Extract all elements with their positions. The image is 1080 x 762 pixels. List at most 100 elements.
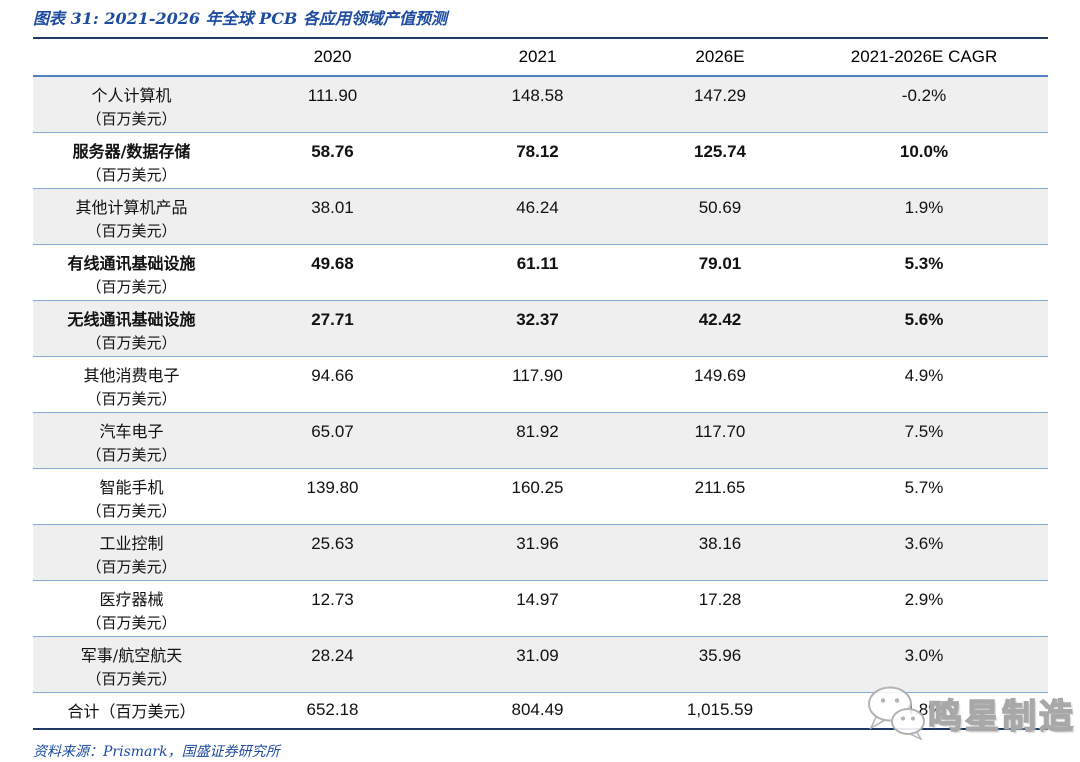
- category-unit: （百万美元）: [86, 389, 177, 408]
- value-cell: 2.9%: [904, 589, 944, 609]
- category-cell: 医疗器械 （百万美元）: [33, 580, 230, 636]
- value-cell: 78.12: [516, 141, 559, 161]
- table-row: 其他消费电子 （百万美元） 94.66 117.90 149.69 4.9%: [33, 356, 1048, 412]
- value-cell: 10.0%: [899, 141, 949, 161]
- table-row: 智能手机 （百万美元） 139.80 160.25 211.65 5.7%: [33, 468, 1048, 524]
- header-2026e: 2026E: [640, 38, 800, 77]
- watermark-text: 鸣星制造: [927, 697, 1076, 737]
- category-cell: 其他计算机产品 （百万美元）: [33, 188, 230, 244]
- value-cell: 28.24: [311, 645, 354, 665]
- value-cell: 125.74: [694, 141, 746, 161]
- value-cell: 5.3%: [904, 253, 944, 273]
- value-cell: 46.24: [516, 197, 559, 217]
- value-cell: 31.09: [516, 645, 559, 665]
- value-cell: 65.07: [311, 421, 354, 441]
- value-cell: 14.97: [516, 589, 559, 609]
- watermark: 鸣星制造: [866, 686, 1076, 740]
- category-name: 汽车电子: [99, 421, 164, 441]
- table-row: 工业控制 （百万美元） 25.63 31.96 38.16 3.6%: [33, 524, 1048, 580]
- value-cell: 58.76: [311, 141, 354, 161]
- value-cell: 94.66: [311, 365, 354, 385]
- value-cell: 1.9%: [904, 197, 944, 217]
- table-header: 2020 2021 2026E 2021-2026E CAGR: [33, 38, 1048, 77]
- header-2020: 2020: [230, 38, 435, 77]
- category-unit: （百万美元）: [86, 445, 177, 464]
- category-name: 医疗器械: [99, 589, 164, 609]
- total-value-2021: 804.49: [511, 700, 564, 720]
- value-cell: 211.65: [694, 477, 746, 497]
- category-name: 无线通讯基础设施: [67, 309, 196, 329]
- category-cell: 无线通讯基础设施 （百万美元）: [33, 300, 230, 356]
- category-unit: （百万美元）: [86, 613, 177, 632]
- value-cell: 3.0%: [904, 645, 944, 665]
- total-value-2020: 652.18: [306, 700, 359, 720]
- value-cell: 25.63: [311, 533, 354, 553]
- table-row: 军事/航空航天 （百万美元） 28.24 31.09 35.96 3.0%: [33, 636, 1048, 692]
- value-cell: 27.71: [311, 309, 354, 329]
- table-row: 服务器/数据存储 （百万美元） 58.76 78.12 125.74 10.0%: [33, 132, 1048, 188]
- table-row: 医疗器械 （百万美元） 12.73 14.97 17.28 2.9%: [33, 580, 1048, 636]
- value-cell: 42.42: [698, 309, 742, 329]
- category-name: 个人计算机: [91, 86, 172, 105]
- header-cagr: 2021-2026E CAGR: [800, 38, 1048, 77]
- category-name: 有线通讯基础设施: [67, 253, 196, 273]
- category-cell: 汽车电子 （百万美元）: [33, 412, 230, 468]
- value-cell: 32.37: [516, 309, 559, 329]
- value-cell: 148.58: [511, 86, 564, 105]
- value-cell: 5.7%: [904, 477, 944, 497]
- value-cell: 38.01: [311, 197, 354, 217]
- value-cell: 149.69: [694, 365, 746, 385]
- category-unit: （百万美元）: [86, 557, 177, 576]
- category-unit: （百万美元）: [86, 669, 177, 688]
- figure-title: 图表 31: 2021-2026 年全球 PCB 各应用领域产值预测: [33, 9, 448, 28]
- source-note: 资料来源：Prismark，国盛证券研究所: [33, 744, 280, 760]
- category-name: 服务器/数据存储: [72, 141, 191, 161]
- category-unit: （百万美元）: [86, 165, 177, 184]
- table-row: 个人计算机 （百万美元） 111.90 148.58 147.29 -0.2%: [33, 76, 1048, 132]
- category-cell: 军事/航空航天 （百万美元）: [33, 636, 230, 692]
- category-cell: 其他消费电子 （百万美元）: [33, 356, 230, 412]
- total-value-2026e: 1,015.59: [686, 700, 754, 720]
- value-cell: 35.96: [698, 645, 742, 665]
- value-cell: 81.92: [516, 421, 559, 441]
- value-cell: 4.9%: [904, 365, 944, 385]
- value-cell: 12.73: [311, 589, 354, 609]
- value-cell: -0.2%: [901, 86, 947, 105]
- header-category: [33, 38, 230, 77]
- category-unit: （百万美元）: [86, 277, 177, 296]
- table-body: 个人计算机 （百万美元） 111.90 148.58 147.29 -0.2% 服务器/数据…: [33, 76, 1048, 692]
- table-row: 无线通讯基础设施 （百万美元） 27.71 32.37 42.42 5.6%: [33, 300, 1048, 356]
- value-cell: 160.25: [511, 477, 564, 497]
- category-unit: （百万美元）: [86, 221, 177, 240]
- header-2021: 2021: [435, 38, 640, 77]
- category-unit: （百万美元）: [86, 501, 177, 520]
- total-row: 合计（百万美元） 652.18 804.49 1,015.59 4.8%: [33, 692, 1048, 729]
- category-cell: 服务器/数据存储 （百万美元）: [33, 132, 230, 188]
- total-label: 合计（百万美元）: [67, 702, 196, 722]
- category-cell: 工业控制 （百万美元）: [33, 524, 230, 580]
- table-row: 有线通讯基础设施 （百万美元） 49.68 61.11 79.01 5.3%: [33, 244, 1048, 300]
- table-row: 汽车电子 （百万美元） 65.07 81.92 117.70 7.5%: [33, 412, 1048, 468]
- table-footer: 合计（百万美元） 652.18 804.49 1,015.59 4.8%: [33, 692, 1048, 729]
- category-name: 其他计算机产品: [75, 197, 188, 217]
- category-cell: 智能手机 （百万美元）: [33, 468, 230, 524]
- value-cell: 31.96: [516, 533, 559, 553]
- category-unit: （百万美元）: [86, 110, 177, 128]
- value-cell: 50.69: [698, 197, 742, 217]
- pcb-forecast-table: 2020 2021 2026E 2021-2026E CAGR 个人计算机 （百万…: [33, 37, 1048, 730]
- value-cell: 117.90: [512, 365, 563, 385]
- category-name: 智能手机: [99, 477, 164, 497]
- category-name: 工业控制: [99, 533, 164, 553]
- value-cell: 139.80: [306, 477, 359, 497]
- category-cell: 有线通讯基础设施 （百万美元）: [33, 244, 230, 300]
- value-cell: 5.6%: [904, 309, 944, 329]
- category-cell: 个人计算机 （百万美元）: [33, 76, 230, 132]
- value-cell: 147.29: [694, 86, 746, 105]
- header-row: 2020 2021 2026E 2021-2026E CAGR: [33, 38, 1048, 77]
- category-name: 其他消费电子: [83, 365, 180, 385]
- value-cell: 3.6%: [904, 533, 944, 553]
- table-row: 其他计算机产品 （百万美元） 38.01 46.24 50.69 1.9%: [33, 188, 1048, 244]
- category-unit: （百万美元）: [86, 333, 177, 352]
- value-cell: 61.11: [516, 253, 559, 273]
